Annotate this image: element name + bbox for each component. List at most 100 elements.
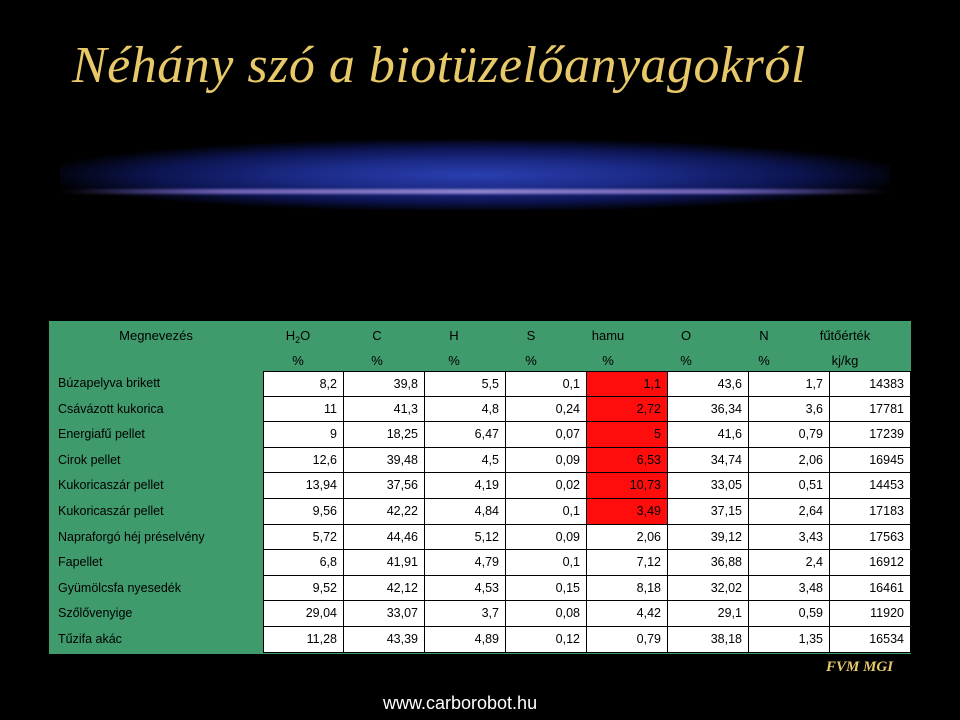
column-header: N xyxy=(759,328,769,343)
table-cell: 7,12 xyxy=(587,550,668,576)
column-header: H xyxy=(449,328,459,343)
table-cell: 39,8 xyxy=(344,371,425,397)
column-unit: % xyxy=(525,353,537,368)
row-name: Tűzifa akác xyxy=(58,632,122,646)
table-cell: 1,35 xyxy=(749,627,830,653)
table-cell: 6,8 xyxy=(263,550,344,576)
table-cell: 39,48 xyxy=(344,447,425,474)
column-header: hamu xyxy=(591,328,625,343)
table-cell: 0,08 xyxy=(506,601,587,627)
decorative-glow-band xyxy=(60,140,890,210)
row-values: 5,72 44,46 5,12 0,09 2,06 39,12 3,43 17563 xyxy=(263,524,911,551)
table-cell: 4,5 xyxy=(425,447,506,474)
table-cell: 0,79 xyxy=(587,627,668,653)
table-cell: 0,07 xyxy=(506,422,587,448)
table-cell: 1,7 xyxy=(749,371,830,397)
table-cell: 32,02 xyxy=(668,575,749,602)
table-cell: 38,18 xyxy=(668,627,749,653)
row-name: Fapellet xyxy=(58,555,103,570)
table-row: Fapellet 6,8 41,91 4,79 0,1 7,12 36,88 2,4 16912 xyxy=(49,550,911,576)
row-name: Szőlővenyige xyxy=(58,606,133,621)
row-values: 8,2 39,8 5,5 0,1 1,1 43,6 1,7 14383 xyxy=(263,371,911,397)
table-cell: 4,42 xyxy=(587,601,668,627)
table-cell: 3,49 xyxy=(587,499,668,525)
row-name: Energiafű pellet xyxy=(58,427,145,442)
table-cell: 5,5 xyxy=(425,371,506,397)
column-unit: % xyxy=(371,353,383,368)
column-header: O xyxy=(680,328,692,343)
table-cell: 42,12 xyxy=(344,575,425,602)
table-cell: 14453 xyxy=(830,473,911,499)
table-cell: 17781 xyxy=(830,396,911,423)
row-values: 6,8 41,91 4,79 0,1 7,12 36,88 2,4 16912 xyxy=(263,550,911,576)
table-cell: 9 xyxy=(263,422,344,448)
table-cell: 33,05 xyxy=(668,473,749,499)
table-cell: 5 xyxy=(587,422,668,448)
table-row: Energiafű pellet 9 18,25 6,47 0,07 5 41,6 0,79 1… xyxy=(49,422,911,448)
decorative-glow-line xyxy=(60,189,890,194)
table-cell: 0,1 xyxy=(506,499,587,525)
table-cell: 11,28 xyxy=(263,627,344,653)
table-cell: 3,43 xyxy=(749,524,830,551)
table-cell: 4,79 xyxy=(425,550,506,576)
table-cell: 13,94 xyxy=(263,473,344,499)
table-cell: 0,15 xyxy=(506,575,587,602)
row-values: 9 18,25 6,47 0,07 5 41,6 0,79 17239 xyxy=(263,422,911,448)
row-name: Kukoricaszár pellet xyxy=(58,504,164,518)
table-cell: 11920 xyxy=(830,601,911,627)
table-cell: 16945 xyxy=(830,447,911,474)
table-cell: 33,07 xyxy=(344,601,425,627)
row-name: Gyümölcsfa nyesedék xyxy=(58,580,181,595)
row-values: 29,04 33,07 3,7 0,08 4,42 29,1 0,59 11920 xyxy=(263,601,911,627)
table-cell: 17563 xyxy=(830,524,911,551)
row-name: Napraforgó héj préselvény xyxy=(58,529,205,544)
table-cell: 5,72 xyxy=(263,524,344,551)
column-header: Megnevezés xyxy=(119,328,193,343)
table-row: Tűzifa akác 11,28 43,39 4,89 0,12 0,79 38,18 1,… xyxy=(49,627,911,653)
table-cell: 4,8 xyxy=(425,396,506,423)
table-cell: 0,1 xyxy=(506,550,587,576)
table-cell: 37,15 xyxy=(668,499,749,525)
table-cell: 42,22 xyxy=(344,499,425,525)
row-name: Búzapelyva brikett xyxy=(58,376,161,390)
table-cell: 0,1 xyxy=(506,371,587,397)
table-cell: 3,48 xyxy=(749,575,830,602)
row-values: 11,28 43,39 4,89 0,12 0,79 38,18 1,35 16534 xyxy=(263,627,911,653)
row-name: Csávázott kukorica xyxy=(58,401,164,416)
table-cell: 11 xyxy=(263,396,344,423)
table-cell: 3,7 xyxy=(425,601,506,627)
table-cell: 3,6 xyxy=(749,396,830,423)
table-cell: 0,12 xyxy=(506,627,587,653)
column-unit: % xyxy=(602,353,614,368)
column-unit: % xyxy=(680,353,692,368)
table-row: Szőlővenyige 29,04 33,07 3,7 0,08 4,42 29,1 0,5… xyxy=(49,601,911,627)
table-cell: 37,56 xyxy=(344,473,425,499)
row-name: Kukoricaszár pellet xyxy=(58,478,164,493)
table-cell: 16461 xyxy=(830,575,911,602)
table-row: Búzapelyva brikett 8,2 39,8 5,5 0,1 1,1 43,6 1,… xyxy=(49,371,911,397)
column-header: S xyxy=(526,328,536,343)
table-cell: 36,88 xyxy=(668,550,749,576)
table-cell: 2,06 xyxy=(749,447,830,474)
table-cell: 17183 xyxy=(830,499,911,525)
table-cell: 8,2 xyxy=(263,371,344,397)
table-cell: 1,1 xyxy=(587,371,668,397)
table-cell: 14383 xyxy=(830,371,911,397)
table-cell: 41,6 xyxy=(668,422,749,448)
table-cell: 0,09 xyxy=(506,524,587,551)
column-unit: % xyxy=(448,353,460,368)
table-cell: 9,52 xyxy=(263,575,344,602)
table-cell: 16534 xyxy=(830,627,911,653)
column-header: C xyxy=(372,328,382,343)
table-cell: 0,09 xyxy=(506,447,587,474)
table-cell: 9,56 xyxy=(263,499,344,525)
table-cell: 4,89 xyxy=(425,627,506,653)
column-unit: kj/kg xyxy=(831,353,859,368)
row-values: 11 41,3 4,8 0,24 2,72 36,34 3,6 17781 xyxy=(263,396,911,423)
table-row: Kukoricaszár pellet 13,94 37,56 4,19 0,02 10,… xyxy=(49,473,911,499)
table-cell: 2,72 xyxy=(587,396,668,423)
table-cell: 18,25 xyxy=(344,422,425,448)
table-cell: 2,64 xyxy=(749,499,830,525)
table-cell: 0,79 xyxy=(749,422,830,448)
